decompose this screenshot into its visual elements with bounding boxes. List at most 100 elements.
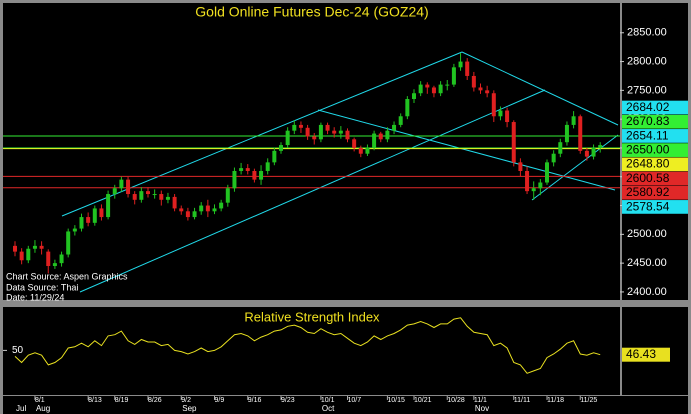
x-tick-label: 8/26 <box>148 397 162 404</box>
candle-body <box>405 98 410 117</box>
candle-body <box>412 93 416 99</box>
candle-body <box>13 245 17 252</box>
month-label: Sep <box>182 404 197 413</box>
price-label: 2580.92 <box>626 185 670 199</box>
rsi-last-label: 46.43 <box>626 347 656 361</box>
candle-body <box>132 194 137 200</box>
x-tick-label: 9/9 <box>215 397 225 404</box>
candle-body <box>558 142 563 154</box>
candle-body <box>385 130 390 140</box>
price-label-box <box>622 114 688 129</box>
month-label: Oct <box>322 404 335 413</box>
price-label: 2648.80 <box>626 157 670 171</box>
price-label-box <box>622 200 688 214</box>
candle-body <box>26 248 31 261</box>
candle-body <box>139 191 144 200</box>
x-tick-label: 9/2 <box>181 397 191 404</box>
candle-body <box>491 93 496 117</box>
candle-body <box>239 168 244 171</box>
candle-body <box>172 196 177 209</box>
month-label: Aug <box>36 404 50 413</box>
candle-body <box>119 179 124 189</box>
price-panel <box>3 3 620 300</box>
candle-body <box>165 196 170 200</box>
candle-body <box>219 202 224 209</box>
candle-body <box>32 245 37 249</box>
note: Data Source: Thai <box>6 282 78 292</box>
candle-body <box>318 124 323 140</box>
candle-body <box>99 208 104 218</box>
rsi-tick-label: 50 <box>12 345 24 356</box>
candle-body <box>205 205 210 212</box>
y-tick-label: 2750.00 <box>627 84 667 96</box>
candle-body <box>39 245 44 249</box>
rsi-title: Relative Strength Index <box>244 309 380 324</box>
candle-body <box>259 170 264 180</box>
price-label-box <box>622 143 688 157</box>
x-tick-label: 8/13 <box>88 397 102 404</box>
candle-body <box>199 205 204 212</box>
candle-body <box>292 124 297 131</box>
candle-body <box>112 188 117 195</box>
candle-body <box>431 87 436 94</box>
candle-body <box>66 231 71 255</box>
trendline <box>531 134 619 201</box>
candle-body <box>398 116 403 125</box>
candle-body <box>225 188 230 203</box>
price-label: 2670.83 <box>626 114 670 128</box>
candle-body <box>445 84 450 86</box>
candle-body <box>578 116 583 151</box>
candle-body <box>458 61 463 68</box>
rsi-panel <box>3 307 620 395</box>
candle-body <box>265 162 270 171</box>
candle-body <box>551 153 556 163</box>
trendline <box>461 51 619 126</box>
candle-body <box>471 75 476 88</box>
candle-body <box>332 130 337 134</box>
candle-body <box>285 130 290 146</box>
price-label-box <box>622 157 688 172</box>
x-tick-label: 10/15 <box>387 397 405 404</box>
price-label: 2684.02 <box>626 100 670 114</box>
candle-body <box>192 211 197 218</box>
x-tick-label: 10/1 <box>321 397 335 404</box>
candle-body <box>146 191 150 195</box>
candle-body <box>52 263 57 267</box>
candle-body <box>352 139 357 148</box>
y-tick-label: 2450.00 <box>627 257 667 269</box>
date-axis-panel <box>3 396 688 414</box>
candle-body <box>478 87 483 91</box>
candle-body <box>92 208 97 223</box>
price-label: 2600.58 <box>626 171 670 185</box>
x-tick-label: 11/18 <box>547 397 564 404</box>
candle-body <box>79 217 84 229</box>
candle-body <box>438 84 443 94</box>
candle-body <box>46 251 51 267</box>
trendline <box>79 89 546 293</box>
candle-body <box>212 208 217 212</box>
candle-body <box>345 130 350 140</box>
candle-body <box>425 84 430 88</box>
candle-body <box>279 145 283 151</box>
x-tick-label: 8/19 <box>115 397 129 404</box>
candle-body <box>59 254 64 264</box>
candle-body <box>545 162 549 183</box>
candle-body <box>358 147 363 154</box>
candle-body <box>179 208 184 212</box>
candle-body <box>338 130 343 134</box>
x-tick-label: 9/23 <box>281 397 295 404</box>
y-tick-label: 2850.00 <box>627 27 667 39</box>
candle-body <box>518 162 523 171</box>
x-tick-label: 11/11 <box>514 397 531 404</box>
month-label: Jul <box>16 404 26 413</box>
price-label-box <box>622 171 688 186</box>
candle-body <box>152 194 157 196</box>
price-label: 2650.00 <box>626 143 670 157</box>
x-tick-label: 10/21 <box>414 397 432 404</box>
x-tick-label: 10/28 <box>447 397 465 404</box>
rsi-last-box <box>622 347 670 362</box>
y-tick-label: 2800.00 <box>627 55 667 67</box>
candle-body <box>325 124 330 131</box>
